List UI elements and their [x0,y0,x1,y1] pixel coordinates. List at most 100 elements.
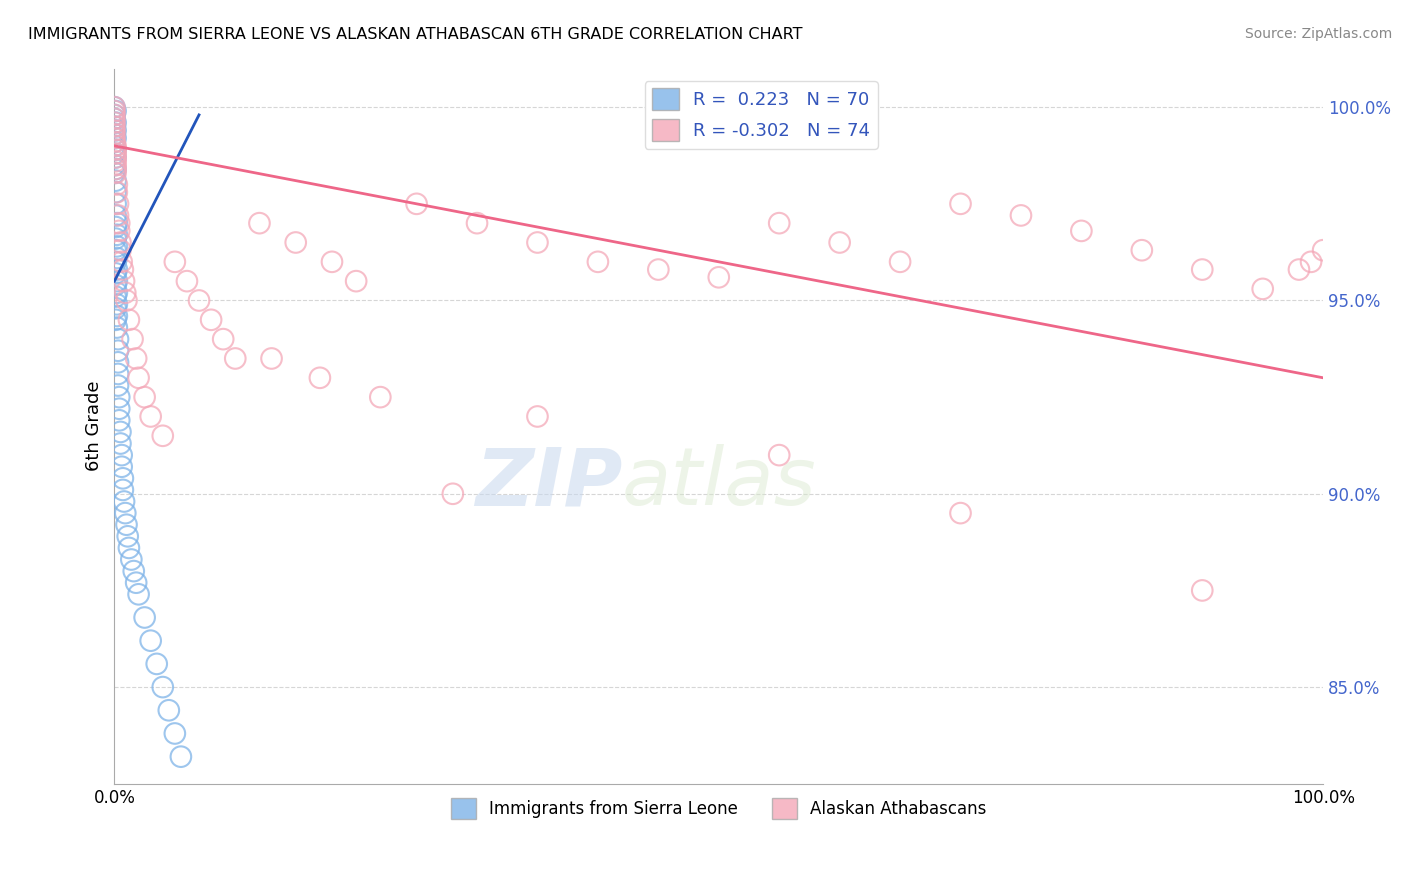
Point [526,235,548,250]
Point [107,367,129,381]
Point [139,633,162,648]
Point [260,351,283,366]
Point [110,244,132,258]
Point [103,103,125,118]
Point [465,216,488,230]
Point [115,517,138,532]
Point [111,448,134,462]
Point [104,174,127,188]
Point [104,267,127,281]
Point [105,320,128,334]
Point [104,166,127,180]
Point [212,332,235,346]
Point [103,135,125,149]
Point [104,313,127,327]
Point [103,100,125,114]
Text: ZIP: ZIP [475,444,621,523]
Point [344,274,367,288]
Point [108,216,131,230]
Point [104,143,127,157]
Point [163,726,186,740]
Point [104,278,127,293]
Point [104,131,127,145]
Point [441,487,464,501]
Point [103,135,125,149]
Point [103,127,125,141]
Point [104,103,127,118]
Point [104,138,127,153]
Point [586,255,609,269]
Point [111,471,134,485]
Point [104,123,127,137]
Point [768,216,790,230]
Point [152,680,174,694]
Point [103,108,125,122]
Text: atlas: atlas [621,444,817,523]
Point [104,244,127,258]
Point [120,552,142,566]
Point [114,285,136,300]
Point [107,378,129,392]
Point [1251,282,1274,296]
Point [188,293,211,308]
Point [1191,583,1213,598]
Point [949,197,972,211]
Point [157,703,180,717]
Point [103,120,125,134]
Point [105,297,128,311]
Point [103,112,125,126]
Point [249,216,271,230]
Point [526,409,548,424]
Point [104,255,127,269]
Point [104,115,127,129]
Point [103,131,125,145]
Point [128,371,150,385]
Point [103,138,125,153]
Point [125,351,148,366]
Point [105,251,128,265]
Point [110,436,132,450]
Point [122,564,145,578]
Point [111,262,134,277]
Point [1130,244,1153,258]
Point [118,313,141,327]
Point [118,541,141,555]
Point [108,413,131,427]
Point [828,235,851,250]
Point [112,494,135,508]
Point [1070,224,1092,238]
Point [163,255,186,269]
Point [108,224,131,238]
Point [105,178,128,192]
Point [104,197,127,211]
Point [107,355,129,369]
Point [111,483,134,497]
Point [200,313,222,327]
Point [768,448,790,462]
Point [284,235,307,250]
Y-axis label: 6th Grade: 6th Grade [86,381,103,471]
Point [108,390,131,404]
Point [309,371,332,385]
Point [104,290,127,304]
Point [104,158,127,172]
Point [103,120,125,134]
Point [224,351,246,366]
Point [104,162,127,177]
Point [405,197,427,211]
Point [134,610,156,624]
Point [107,209,129,223]
Point [114,506,136,520]
Point [949,506,972,520]
Point [170,749,193,764]
Point [111,459,134,474]
Point [104,151,127,165]
Point [104,151,127,165]
Point [104,220,127,235]
Point [104,154,127,169]
Text: IMMIGRANTS FROM SIERRA LEONE VS ALASKAN ATHABASCAN 6TH GRADE CORRELATION CHART: IMMIGRANTS FROM SIERRA LEONE VS ALASKAN … [28,27,803,42]
Point [103,123,125,137]
Point [107,343,129,358]
Point [104,143,127,157]
Point [103,112,125,126]
